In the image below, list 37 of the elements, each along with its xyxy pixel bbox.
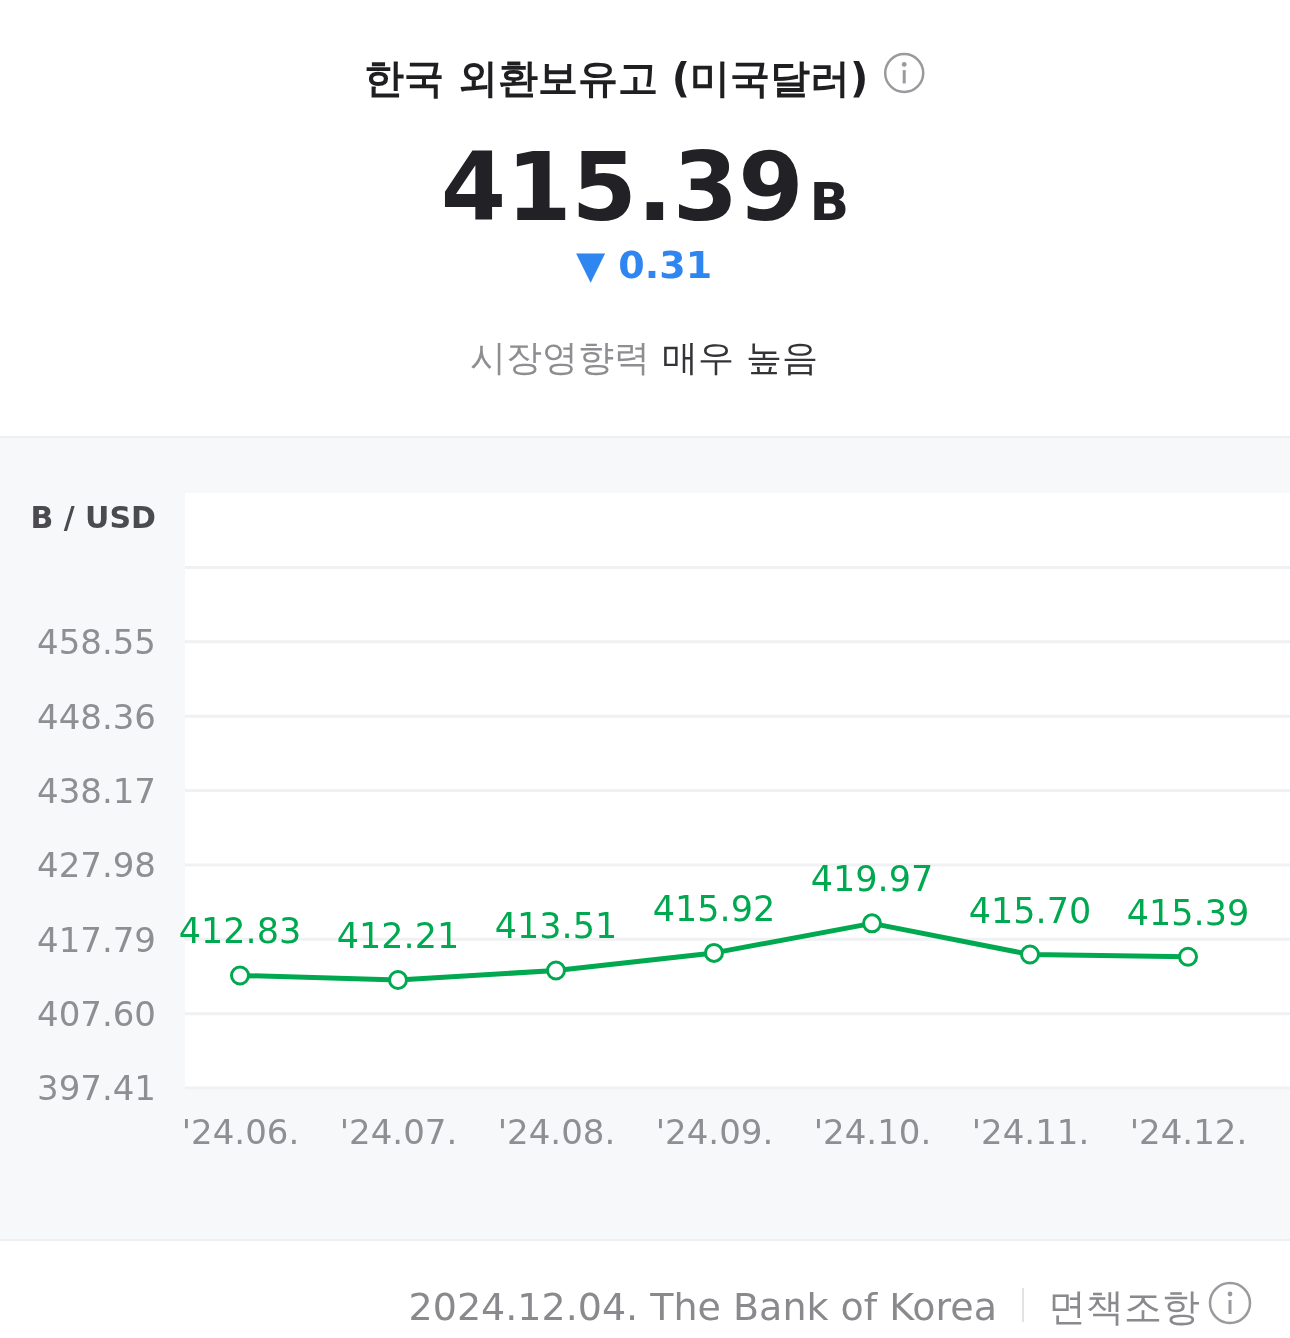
point xyxy=(546,960,566,981)
text: B xyxy=(809,172,850,232)
x-tick-label: '24.06. xyxy=(181,1111,300,1152)
y-tick-label: 427.98 xyxy=(37,845,156,886)
point xyxy=(230,965,250,986)
point xyxy=(862,913,882,934)
text: ▼ 0.31 xyxy=(575,243,713,287)
y-tick-label: 448.36 xyxy=(37,696,156,737)
text: 시장영향력 xyxy=(470,337,651,378)
chart-title: 한국 외환보유고 (미국달러) xyxy=(363,55,869,101)
x-tick-label: '24.10. xyxy=(813,1111,932,1152)
data-label: 419.97 xyxy=(810,859,934,900)
x-tick-label: '24.09. xyxy=(655,1111,774,1152)
point xyxy=(704,942,724,963)
text: 415.39 xyxy=(440,133,804,242)
text: 면책조항 xyxy=(1048,1285,1200,1329)
x-tick-label: '24.12. xyxy=(1129,1111,1248,1152)
data-label: 415.70 xyxy=(968,890,1092,931)
point xyxy=(1020,944,1040,965)
text: 매우 높음 xyxy=(662,337,818,378)
data-label: 413.51 xyxy=(494,906,618,947)
y-axis-title: B / USD xyxy=(30,500,156,535)
y-tick-label: 438.17 xyxy=(37,770,156,811)
y-tick-label: 397.41 xyxy=(37,1068,156,1109)
data-label: 412.21 xyxy=(336,915,460,956)
x-tick-label: '24.11. xyxy=(971,1111,1090,1152)
y-tick-label: 458.55 xyxy=(37,622,156,663)
x-tick-label: '24.08. xyxy=(497,1111,616,1152)
data-label: 415.39 xyxy=(1126,892,1250,933)
point xyxy=(1178,946,1198,967)
point xyxy=(388,969,408,990)
data-label: 412.83 xyxy=(178,911,302,952)
x-tick-label: '24.07. xyxy=(339,1111,458,1152)
y-tick-label: 417.79 xyxy=(37,919,156,960)
data-label: 415.92 xyxy=(652,888,776,929)
y-tick-label: 407.60 xyxy=(37,994,156,1035)
text: 2024.12.04. The Bank of Korea xyxy=(408,1285,997,1329)
